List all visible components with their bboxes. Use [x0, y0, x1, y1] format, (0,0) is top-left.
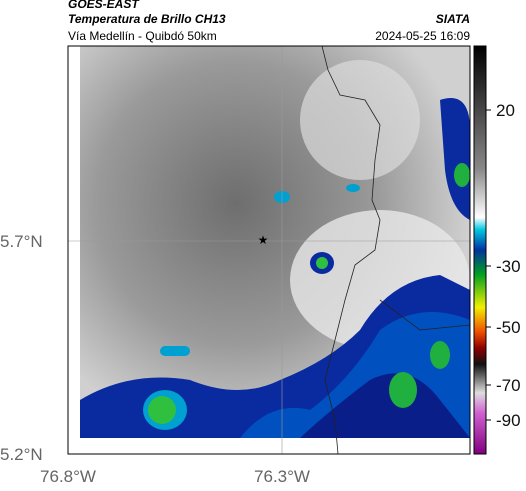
map-frame [67, 45, 471, 455]
colorbar-tick-label: -70 [496, 376, 521, 395]
location-marker: ★ [258, 233, 269, 247]
lat-label: 5.2°N [0, 445, 43, 464]
colorbar-tick-label: 20 [496, 101, 515, 120]
lon-label: 76.3°W [254, 467, 310, 486]
source: SIATA [436, 12, 470, 26]
lat-label: 5.7°N [0, 232, 43, 251]
satellite-image [80, 46, 470, 438]
location: Vía Medellín - Quibdó 50km [68, 29, 217, 43]
title: GOES-EAST [68, 0, 140, 11]
border [379, 299, 471, 331]
border [321, 45, 381, 455]
colorbar-tick-label: -50 [496, 318, 521, 337]
lon-label: 76.8°W [40, 467, 96, 486]
colorbar-tick-label: -30 [496, 257, 521, 276]
subtitle: Temperatura de Brillo CH13 [68, 12, 226, 26]
colorbar-tick-label: -90 [496, 411, 521, 430]
colorbar [473, 45, 487, 455]
colorbar-ticks: 20 -30 -50 -70 -90 [486, 101, 521, 430]
datetime: 2024-05-25 16:09 [375, 29, 470, 43]
